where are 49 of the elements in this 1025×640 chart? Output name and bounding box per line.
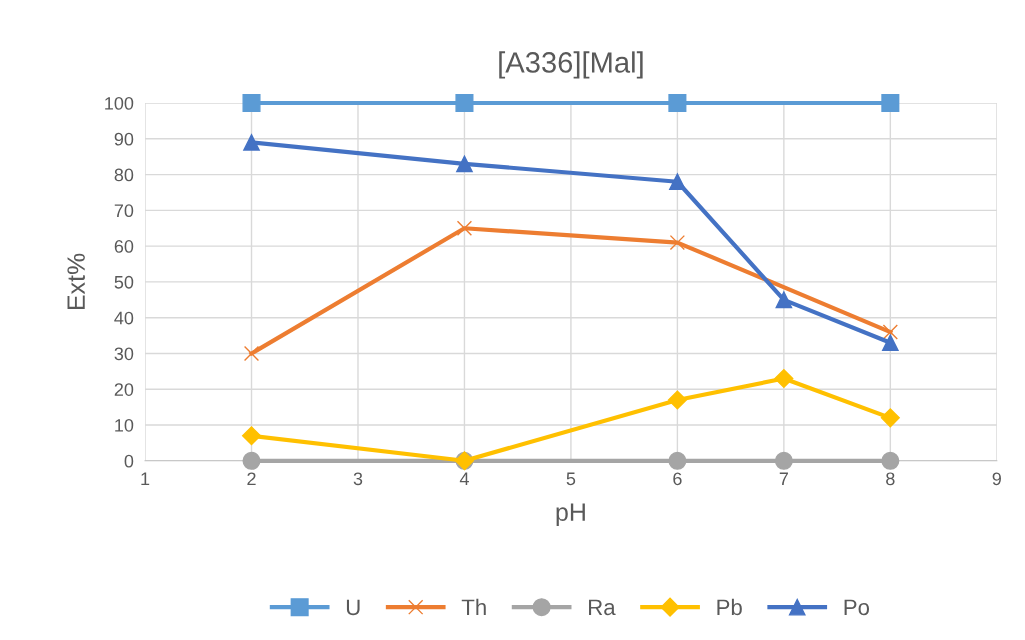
legend-label: Po	[844, 599, 870, 616]
point	[882, 324, 898, 340]
legend-label: Pb	[717, 598, 742, 616]
point	[881, 94, 900, 113]
point	[243, 134, 260, 151]
x-tick-label: 2	[247, 472, 256, 485]
point	[455, 94, 474, 113]
y-tick-label: 30	[114, 347, 134, 361]
x-tick-label: 3	[353, 472, 363, 486]
y-tick-label: 90	[114, 132, 134, 146]
point	[669, 173, 686, 191]
point	[456, 155, 473, 173]
y-tick-label: 20	[114, 383, 134, 396]
point	[242, 94, 261, 113]
y-tick-label: 50	[114, 275, 134, 289]
point	[880, 408, 900, 428]
y-tick-label: 0	[124, 454, 134, 468]
point	[667, 390, 687, 410]
chart-title: [A336][Mal]	[499, 51, 643, 79]
point	[881, 451, 900, 470]
y-tick-label: 80	[114, 168, 134, 182]
x-tick-label: 1	[141, 472, 150, 485]
legend-label: U	[346, 599, 360, 616]
y-tick-label: 10	[115, 418, 134, 432]
y-tick-label: 70	[114, 204, 134, 218]
x-tick-label: 5	[566, 472, 576, 486]
point	[243, 345, 260, 362]
point	[775, 291, 793, 309]
x-tick-label: 7	[779, 472, 788, 485]
x-tick-label: 8	[886, 472, 895, 486]
y-tick-label: 60	[114, 240, 134, 253]
point	[669, 234, 686, 251]
point	[241, 426, 262, 446]
y-axis-title: Ext%	[67, 253, 85, 310]
point	[774, 368, 794, 389]
x-tick-label: 4	[459, 472, 469, 485]
point	[242, 451, 261, 470]
x-tick-label: 9	[992, 472, 1001, 486]
point	[882, 334, 899, 352]
point	[668, 451, 687, 470]
y-tick-label: 100	[105, 96, 134, 110]
legend-label: Th	[461, 598, 486, 615]
legend-label: Ra	[589, 599, 616, 616]
x-tick-label: 6	[673, 472, 682, 486]
x-axis-title: pH	[556, 503, 585, 526]
y-tick-label: 40	[114, 311, 134, 325]
point	[456, 220, 473, 236]
point	[668, 94, 687, 113]
point	[774, 451, 793, 470]
